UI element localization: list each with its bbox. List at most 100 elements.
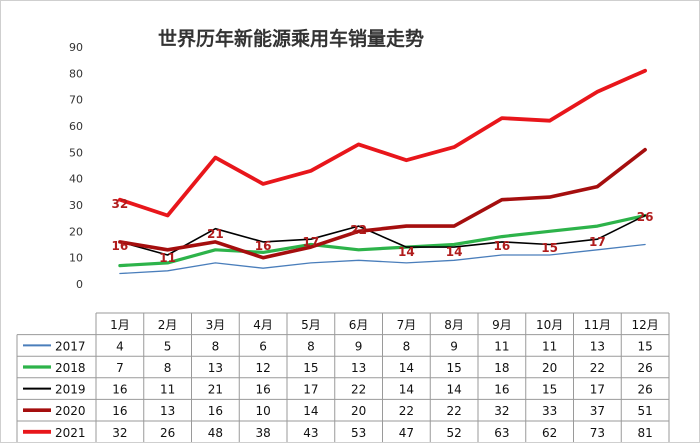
table-cell: 16 (112, 383, 127, 397)
table-cell: 43 (303, 426, 318, 440)
table-cell: 20 (351, 404, 366, 418)
legend-label-2017: 2017 (55, 339, 86, 353)
table-cell: 9 (355, 339, 363, 353)
x-tick-label: 2月 (158, 318, 178, 332)
legend-label-2019: 2019 (55, 383, 86, 397)
table-cell: 63 (494, 426, 509, 440)
y-tick-label: 50 (69, 146, 83, 159)
table-cell: 8 (212, 339, 220, 353)
annotation-label: 15 (541, 241, 558, 255)
table-cell: 9 (450, 339, 458, 353)
table-cell: 21 (208, 383, 223, 397)
table-cell: 7 (116, 361, 124, 375)
table-cell: 14 (399, 361, 414, 375)
table-cell: 62 (542, 426, 557, 440)
table-cell: 18 (494, 361, 509, 375)
y-tick-label: 0 (76, 278, 83, 291)
y-tick-label: 40 (69, 173, 83, 186)
table-cell: 51 (637, 404, 652, 418)
table-cell: 11 (160, 383, 175, 397)
table-cell: 16 (255, 383, 270, 397)
table-cell: 73 (590, 426, 605, 440)
y-axis: 0 10 20 30 40 50 60 70 80 90 (69, 41, 83, 291)
table-cell: 16 (112, 404, 127, 418)
y-tick-label: 20 (69, 225, 83, 238)
x-tick-label: 9月 (492, 318, 512, 332)
annotation-label: 16 (494, 239, 511, 253)
x-tick-label: 7月 (397, 318, 417, 332)
table-cell: 14 (303, 404, 318, 418)
annotation-label: 16 (112, 239, 129, 253)
legend-label-2021: 2021 (55, 426, 86, 440)
table-cell: 53 (351, 426, 366, 440)
table-cell: 15 (303, 361, 318, 375)
series-line-2019 (119, 214, 646, 256)
table-cell: 26 (160, 426, 175, 440)
annotation-label: 11 (159, 251, 176, 265)
x-tick-label: 11月 (584, 318, 611, 332)
table-cell: 17 (590, 383, 605, 397)
table-cell: 14 (446, 383, 461, 397)
table-cell: 26 (637, 383, 652, 397)
table-cell: 22 (446, 404, 461, 418)
series-line-2018 (118, 213, 647, 268)
table-cell: 14 (399, 383, 414, 397)
annotation-label: 22 (350, 223, 367, 237)
table-cell: 4 (116, 339, 124, 353)
table-cell: 26 (637, 361, 652, 375)
table-cell: 10 (255, 404, 270, 418)
table-cell: 52 (446, 426, 461, 440)
series-line-2020 (118, 147, 647, 260)
y-tick-label: 60 (69, 120, 83, 133)
table-cell: 11 (494, 339, 509, 353)
annotation-label: 14 (398, 245, 415, 259)
legend-label-2018: 2018 (55, 361, 86, 375)
x-tick-label: 6月 (349, 318, 369, 332)
table-cell: 8 (307, 339, 315, 353)
table-cell: 13 (160, 404, 175, 418)
y-tick-label: 70 (69, 94, 83, 107)
y-tick-label: 90 (69, 41, 83, 54)
table-cell: 22 (590, 361, 605, 375)
table-cell: 16 (494, 383, 509, 397)
x-tick-label: 3月 (206, 318, 226, 332)
series-line-2017 (119, 243, 646, 275)
annotation-label: 14 (446, 245, 463, 259)
table-cell: 15 (542, 383, 557, 397)
series-lines (118, 68, 647, 275)
annotation-label: 17 (303, 235, 320, 249)
table-cell: 13 (351, 361, 366, 375)
table-cell: 22 (399, 404, 414, 418)
table-cell: 15 (446, 361, 461, 375)
x-tick-label: 8月 (444, 318, 464, 332)
chart-title: 世界历年新能源乘用车销量走势 (158, 27, 424, 50)
table-cell: 5 (164, 339, 172, 353)
table-cell: 37 (590, 404, 605, 418)
table-cell: 13 (590, 339, 605, 353)
x-tick-label: 5月 (301, 318, 321, 332)
table-cell: 6 (259, 339, 267, 353)
table-cell: 47 (399, 426, 414, 440)
table-cell: 81 (637, 426, 652, 440)
table-cell: 16 (208, 404, 223, 418)
legend-label-2020: 2020 (55, 404, 86, 418)
series-line-2021 (118, 68, 647, 218)
table-cell: 17 (303, 383, 318, 397)
y-tick-label: 10 (69, 252, 83, 265)
x-tick-label: 12月 (631, 318, 658, 332)
table-cell: 11 (542, 339, 557, 353)
table-cell: 32 (494, 404, 509, 418)
table-cell: 32 (112, 426, 127, 440)
table-cell: 13 (208, 361, 223, 375)
data-annotations: 32 16 11 21 16 17 22 14 14 16 15 17 26 (112, 197, 654, 265)
annotation-label: 32 (112, 197, 129, 211)
table-cell: 20 (542, 361, 557, 375)
annotation-label: 26 (637, 210, 654, 224)
annotation-label: 16 (255, 239, 272, 253)
annotation-label: 17 (589, 235, 606, 249)
table-cell: 15 (637, 339, 652, 353)
table-cell: 48 (208, 426, 223, 440)
x-tick-label: 4月 (253, 318, 273, 332)
